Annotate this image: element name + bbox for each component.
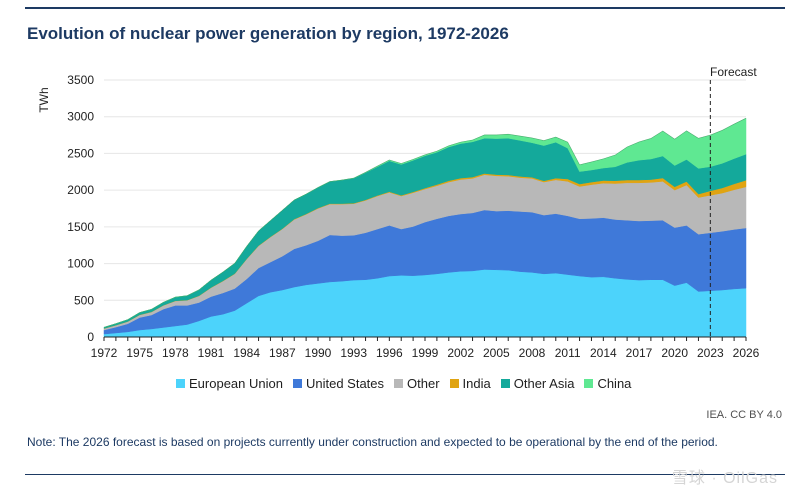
- top-rule: [25, 7, 785, 9]
- x-tick-label: 1996: [376, 346, 403, 360]
- area-layer: [103, 117, 747, 338]
- legend-swatch: [292, 379, 302, 388]
- legend-label: India: [462, 376, 491, 391]
- x-tick-label: 2023: [697, 346, 724, 360]
- legend-item: Other: [394, 376, 440, 391]
- x-tick-label: 2017: [626, 346, 653, 360]
- y-tick-label: 500: [74, 293, 94, 307]
- footnote: Note: The 2026 forecast is based on proj…: [27, 435, 718, 449]
- area-china: [103, 117, 747, 328]
- legend-swatch: [500, 379, 510, 388]
- annotation-layer: Forecast: [709, 65, 757, 337]
- x-tick-label: 2008: [519, 346, 546, 360]
- y-tick-label: 2000: [67, 183, 94, 197]
- legend-item: United States: [292, 376, 385, 391]
- legend-item: China: [584, 376, 631, 391]
- source-credit: IEA. CC BY 4.0: [706, 409, 782, 421]
- x-tick-label: 2002: [447, 346, 474, 360]
- x-tick-label: 2026: [733, 346, 760, 360]
- legend-item: India: [449, 376, 491, 391]
- legend-label: Other: [407, 376, 440, 391]
- x-tick-label: 1978: [162, 346, 189, 360]
- legend-swatch: [449, 379, 459, 388]
- legend-label: China: [597, 376, 632, 391]
- y-tick-label: 3500: [67, 73, 94, 87]
- x-tick-label: 2020: [661, 346, 688, 360]
- page-title: Evolution of nuclear power generation by…: [27, 24, 509, 43]
- y-tick-label: 1500: [67, 220, 94, 234]
- y-tick-label: 1000: [67, 257, 94, 271]
- x-tick-label: 1999: [412, 346, 439, 360]
- forecast-label: Forecast: [710, 65, 757, 79]
- x-tick-label: 1987: [269, 346, 296, 360]
- x-tick-label: 1972: [91, 346, 118, 360]
- y-tick-label: 3000: [67, 110, 94, 124]
- legend-swatch: [584, 379, 594, 388]
- y-axis-title: TWh: [37, 87, 51, 112]
- x-tick-label: 1984: [233, 346, 260, 360]
- legend: European Union United States Other India Oth…: [176, 376, 631, 391]
- x-tick-label: 1975: [126, 346, 153, 360]
- legend-swatch: [394, 379, 404, 388]
- x-tick-label: 1990: [305, 346, 332, 360]
- x-tick-label: 1981: [198, 346, 225, 360]
- legend-item: Other Asia: [500, 376, 575, 391]
- legend-swatch: [176, 379, 185, 388]
- legend-item: European Union: [176, 376, 283, 391]
- legend-label: Other Asia: [513, 376, 575, 391]
- legend-label: United States: [305, 376, 385, 391]
- y-tick-label: 2500: [67, 146, 94, 160]
- y-tick-label: 0: [87, 330, 94, 344]
- x-tick-label: 2011: [555, 346, 581, 360]
- watermark: 雪球 · OilGas: [671, 470, 778, 487]
- axis-layer: TWh 0 500 1000 1500 2000 2500 3000 3500 1972 1975…: [37, 73, 760, 360]
- legend-label: European Union: [189, 376, 283, 391]
- bottom-rule: [25, 474, 785, 475]
- total-outline: [103, 117, 747, 328]
- x-tick-label: 2014: [590, 346, 617, 360]
- x-tick-label: 2005: [483, 346, 510, 360]
- x-tick-label: 1993: [340, 346, 367, 360]
